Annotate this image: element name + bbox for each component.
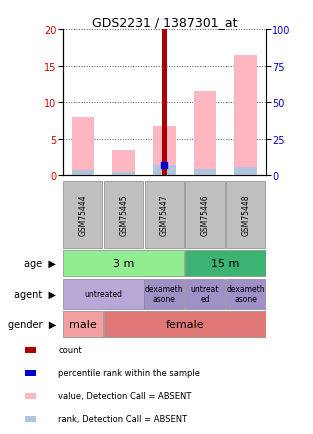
Text: GSM75447: GSM75447 [160,194,169,236]
Text: agent  ▶: agent ▶ [14,289,56,299]
Bar [72,118,94,176]
Text: 3 m: 3 m [113,259,134,269]
Text: GSM75445: GSM75445 [119,194,128,236]
Bar [234,56,257,176]
Text: gender  ▶: gender ▶ [8,319,56,329]
Bar [144,279,184,309]
Bar [226,181,265,248]
Text: GSM75444: GSM75444 [79,194,87,236]
Text: female: female [165,319,204,329]
Bar [63,251,184,276]
Bar [112,173,135,176]
Bar [25,416,36,421]
Bar [185,279,225,309]
Text: untreated: untreated [84,289,122,299]
Title: GDS2231 / 1387301_at: GDS2231 / 1387301_at [92,16,237,29]
Text: percentile rank within the sample: percentile rank within the sample [59,368,200,378]
Text: dexameth
asone: dexameth asone [226,284,265,304]
Bar [226,279,266,309]
Bar [104,312,266,337]
Bar [186,181,224,248]
Bar [63,279,144,309]
Bar [194,169,216,176]
Bar [25,393,36,399]
Text: GSM75446: GSM75446 [201,194,209,236]
Text: 15 m: 15 m [211,259,239,269]
Bar [145,181,184,248]
Bar [64,181,102,248]
Bar [25,370,36,376]
Bar [112,150,135,176]
Text: count: count [59,345,82,355]
Bar [25,347,36,353]
Text: male: male [69,319,97,329]
Bar [63,312,103,337]
Bar [153,165,176,176]
Text: age  ▶: age ▶ [24,259,56,269]
Text: value, Detection Call = ABSENT: value, Detection Call = ABSENT [59,391,192,400]
Text: GSM75448: GSM75448 [241,194,250,236]
Bar [162,30,167,176]
Bar [185,251,266,276]
Bar [194,92,216,176]
Bar [72,170,94,176]
Text: dexameth
asone: dexameth asone [145,284,184,304]
Text: rank, Detection Call = ABSENT: rank, Detection Call = ABSENT [59,414,187,423]
Text: untreat
ed: untreat ed [191,284,219,304]
Bar [234,168,257,176]
Bar [153,126,176,176]
Bar [104,181,143,248]
